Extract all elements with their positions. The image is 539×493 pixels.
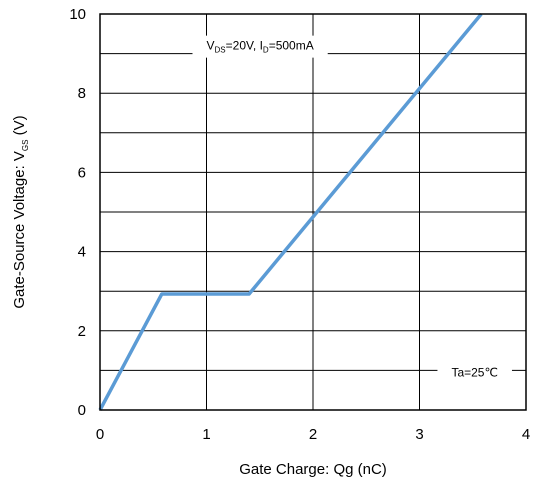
x-axis-label: Gate Charge: Qg (nC)	[239, 461, 387, 478]
annotation-condition-part-2: =20V, I	[226, 39, 263, 53]
y-axis-label: Gate-Source Voltage: VGS (V)	[11, 115, 30, 308]
x-tick-label-2: 2	[309, 426, 317, 443]
plot-frame	[99, 13, 527, 411]
y-tick-label-2: 4	[78, 244, 86, 261]
annotation-condition: VDS=20V, ID=500mA	[192, 35, 328, 58]
x-tick-label-0: 0	[96, 426, 104, 443]
annotation-condition-part-0: V	[207, 39, 215, 53]
y-tick-label-1: 2	[78, 323, 86, 340]
annotation-condition-backing	[192, 35, 328, 58]
y-axis-label-main: Gate-Source Voltage: V	[11, 151, 28, 309]
tick-labels: 0 1 2 3 4 0 2 4 6 8 10	[69, 6, 530, 443]
series-layer	[98, 12, 483, 411]
annotation-condition-part-3: D	[263, 46, 269, 55]
y-axis-label-sub: GS	[21, 140, 30, 152]
series-line-0	[98, 12, 483, 411]
y-tick-label-3: 6	[78, 164, 86, 181]
annotation-temperature-backing	[437, 362, 512, 383]
y-tick-label-5: 10	[69, 6, 86, 23]
annotation-condition-part-4: =500mA	[269, 39, 314, 53]
y-axis-label-suffix: (V)	[11, 115, 28, 139]
annotations: VDS=20V, ID=500mA Ta=25℃	[192, 35, 512, 383]
y-tick-label-4: 8	[78, 85, 86, 102]
annotation-temperature-text: Ta=25℃	[451, 365, 498, 379]
annotation-condition-part-1: DS	[215, 46, 226, 55]
x-tick-label-3: 3	[415, 426, 423, 443]
x-tick-label-1: 1	[202, 426, 210, 443]
grid	[100, 14, 526, 410]
annotation-temperature-part-0: Ta=25℃	[451, 365, 498, 379]
y-tick-label-0: 0	[78, 402, 86, 419]
annotation-condition-text: VDS=20V, ID=500mA	[207, 39, 314, 55]
annotation-temperature: Ta=25℃	[437, 362, 512, 383]
x-tick-label-4: 4	[522, 426, 530, 443]
